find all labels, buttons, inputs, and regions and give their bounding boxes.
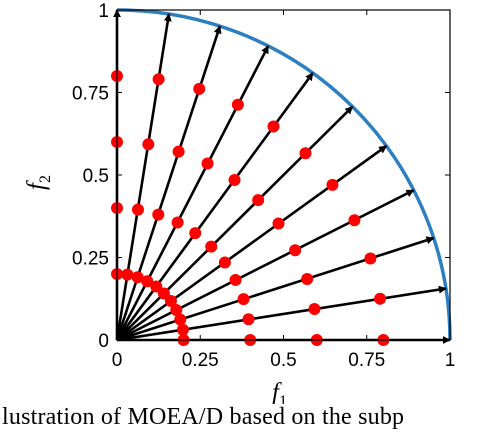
solution-point-39 bbox=[374, 292, 387, 305]
weight-vector-5 bbox=[116, 105, 354, 341]
axis-labels: f1 f2 bbox=[23, 175, 287, 404]
scatter-plot: 0 0.25 0.5 0.75 100.250.50.751 f1 f2 bbox=[23, 1, 455, 404]
solution-point-29 bbox=[229, 273, 242, 286]
solution-point-14 bbox=[201, 157, 214, 170]
solution-point-7 bbox=[152, 73, 165, 86]
solution-point-4 bbox=[121, 268, 134, 281]
weight-vector-2 bbox=[116, 236, 435, 342]
x-tick-label-1: 0.25 bbox=[182, 350, 219, 371]
weight-vector-9 bbox=[115, 13, 172, 341]
weight-vector-6 bbox=[115, 72, 314, 341]
solution-point-26 bbox=[272, 217, 285, 230]
solution-point-37 bbox=[242, 313, 255, 326]
y-tick-label-2: 0.5 bbox=[83, 166, 109, 187]
y-axis-label-subscript: 2 bbox=[37, 175, 54, 183]
solution-point-25 bbox=[218, 256, 231, 269]
solution-point-13 bbox=[171, 216, 184, 229]
y-tick-label-3: 0.75 bbox=[72, 84, 109, 105]
solution-point-38 bbox=[308, 302, 321, 315]
x-axis-label-main: f bbox=[272, 379, 282, 404]
solution-point-35 bbox=[364, 252, 377, 265]
solution-point-6 bbox=[142, 138, 155, 151]
solution-point-21 bbox=[205, 240, 218, 253]
solution-point-10 bbox=[172, 145, 185, 158]
solution-point-18 bbox=[228, 173, 241, 186]
weight-vector-3 bbox=[116, 189, 415, 342]
solution-point-19 bbox=[267, 120, 280, 133]
solution-point-12 bbox=[141, 275, 154, 288]
solution-point-32 bbox=[174, 313, 187, 326]
solution-point-24 bbox=[164, 295, 177, 308]
solution-point-36 bbox=[176, 323, 189, 336]
solution-point-27 bbox=[326, 178, 339, 191]
figure-caption: lustration of MOEA/D based on the subp bbox=[0, 404, 478, 431]
weight-vector-4 bbox=[116, 144, 388, 342]
y-tick-label-4: 1 bbox=[98, 1, 109, 22]
solution-point-16 bbox=[150, 280, 163, 293]
solution-point-15 bbox=[231, 98, 244, 111]
solution-point-20 bbox=[157, 287, 170, 300]
x-tick-label-0: 0 bbox=[112, 350, 123, 371]
y-tick-label-0: 0 bbox=[98, 331, 109, 352]
caption-text: lustration of MOEA/D based on the subp bbox=[2, 404, 405, 430]
weight-vector-1 bbox=[116, 285, 447, 342]
weight-vector-8 bbox=[115, 25, 222, 341]
solution-point-11 bbox=[193, 82, 206, 95]
solution-point-9 bbox=[152, 208, 165, 221]
solution-point-5 bbox=[131, 203, 144, 216]
solution-point-8 bbox=[131, 271, 144, 284]
x-tick-label-4: 1 bbox=[445, 350, 456, 371]
solution-point-34 bbox=[301, 272, 314, 285]
solution-point-31 bbox=[348, 214, 361, 227]
solution-point-30 bbox=[289, 244, 302, 257]
solution-point-17 bbox=[189, 227, 202, 240]
weight-vector-7 bbox=[115, 45, 270, 341]
x-axis-label-subscript: 1 bbox=[279, 393, 287, 404]
y-axis-label-main: f bbox=[23, 180, 50, 190]
solution-point-23 bbox=[299, 147, 312, 160]
x-tick-label-3: 0.75 bbox=[348, 350, 385, 371]
x-tick-label-2: 0.5 bbox=[270, 350, 296, 371]
solution-point-28 bbox=[170, 303, 183, 316]
solution-point-33 bbox=[237, 293, 250, 306]
axes: 0 0.25 0.5 0.75 1 0 0.25 0.5 0.75 1 bbox=[72, 1, 455, 371]
y-axis-label: f2 bbox=[23, 175, 54, 190]
x-axis-label: f1 bbox=[272, 379, 287, 404]
y-tick-label-1: 0.25 bbox=[72, 249, 109, 270]
solution-point-22 bbox=[252, 194, 265, 207]
